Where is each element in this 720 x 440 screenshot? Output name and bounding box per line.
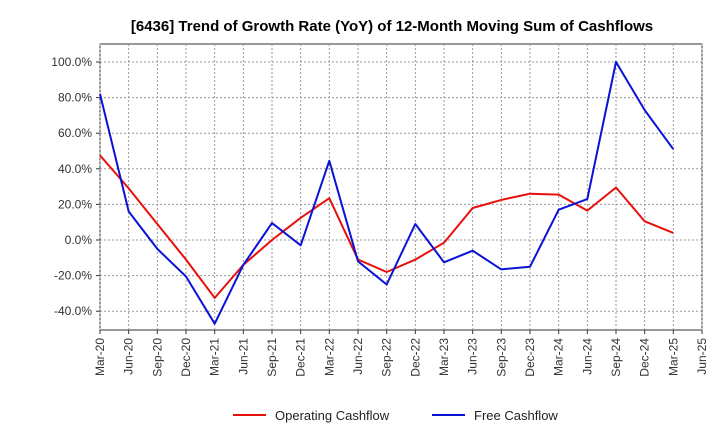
x-tick-label: Mar-20 (93, 338, 107, 376)
x-tick-label: Jun-24 (580, 338, 594, 375)
y-tick-label: 20.0% (58, 197, 92, 211)
y-tick-label: -20.0% (54, 269, 92, 283)
x-tick-label: Dec-21 (294, 338, 308, 377)
y-tick-label: 100.0% (51, 55, 92, 69)
x-tick-label: Jun-22 (351, 338, 365, 375)
x-tick-label: Mar-21 (208, 338, 222, 376)
x-tick-label: Sep-20 (150, 338, 164, 377)
x-tick-label: Jun-23 (466, 338, 480, 375)
x-tick-label: Mar-24 (552, 338, 566, 376)
x-tick-label: Jun-21 (236, 338, 250, 375)
x-tick-label: Jun-20 (122, 338, 136, 375)
grid (99, 44, 703, 330)
x-tick-label: Mar-25 (666, 338, 680, 376)
y-axis: 100.0% 80.0% 60.0% 40.0% 20.0% 0.0% -20.0% -40.… (51, 55, 100, 318)
x-axis: Mar-20 Jun-20 Sep-20 Dec-20 Mar-21 Jun-21 Sep-… (93, 330, 709, 377)
plot-area (99, 43, 703, 331)
chart-title: [6436] Trend of Growth Rate (YoY) of 12-… (131, 18, 653, 35)
y-tick-label: -40.0% (54, 304, 92, 318)
y-tick-label: 0.0% (65, 233, 93, 247)
series-line-operating-cashflow (99, 154, 674, 299)
x-tick-label: Dec-24 (638, 338, 652, 377)
legend-label: Free Cashflow (474, 408, 558, 423)
x-tick-label: Sep-23 (494, 338, 508, 377)
x-tick-label: Sep-21 (265, 338, 279, 377)
x-tick-label: Dec-20 (179, 338, 193, 377)
x-tick-label: Dec-22 (408, 338, 422, 377)
x-tick-label: Sep-24 (609, 338, 623, 377)
x-tick-label: Jun-25 (695, 338, 709, 375)
x-tick-label: Mar-23 (437, 338, 451, 376)
y-tick-label: 60.0% (58, 126, 92, 140)
x-tick-label: Mar-22 (322, 338, 336, 376)
series-line-free-cashflow (99, 61, 675, 325)
x-tick-label: Sep-22 (380, 338, 394, 377)
y-tick-label: 80.0% (58, 91, 92, 105)
x-tick-label: Dec-23 (523, 338, 537, 377)
series-lines (99, 61, 675, 325)
y-tick-label: 40.0% (58, 162, 92, 176)
legend: Operating Cashflow Free Cashflow (233, 408, 558, 423)
legend-label: Operating Cashflow (275, 408, 390, 423)
